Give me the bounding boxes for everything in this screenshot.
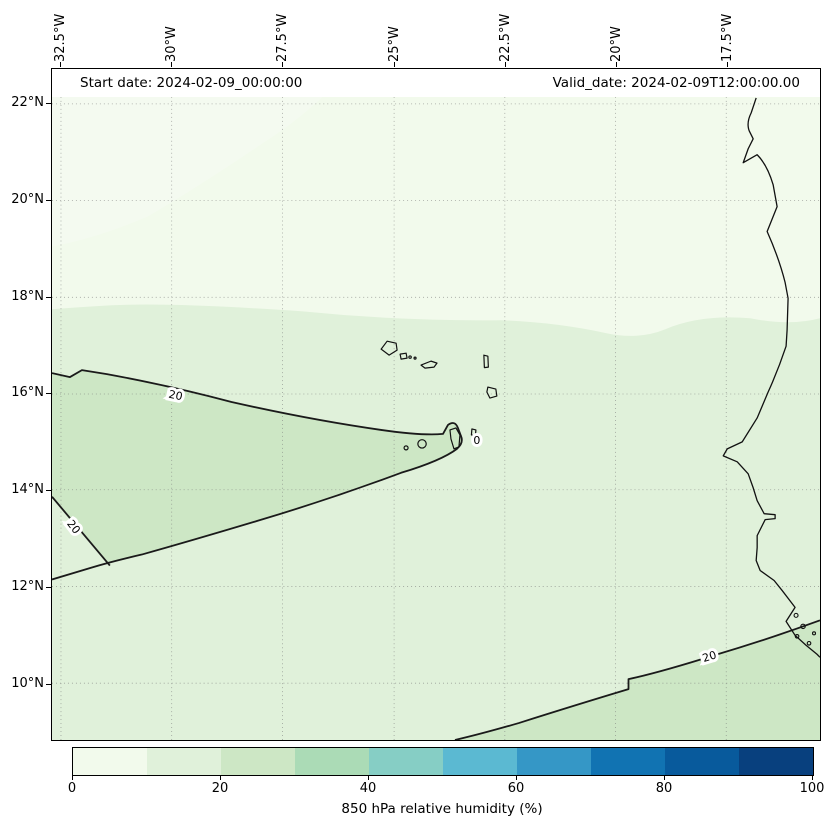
island-boa-vista bbox=[486, 386, 498, 399]
humidity-wedge bbox=[52, 496, 110, 580]
contour-label-0: 0 bbox=[473, 434, 480, 447]
map-canvas: 20 20 20 0 bbox=[52, 69, 820, 740]
x-axis-tick bbox=[60, 62, 62, 67]
lon-tick-label: 25°W bbox=[387, 26, 402, 62]
island-santiago bbox=[449, 427, 461, 450]
lat-tick-label: 22°N bbox=[11, 95, 44, 110]
y-axis-tick bbox=[46, 393, 51, 395]
lon-tick-label: 32.5°W bbox=[53, 13, 68, 62]
colorbar-segment bbox=[739, 748, 813, 775]
y-axis-tick bbox=[46, 490, 51, 492]
y-axis-tick bbox=[46, 200, 51, 202]
lat-tick-label: 16°N bbox=[11, 385, 44, 400]
lon-tick-label: 20°W bbox=[609, 26, 624, 62]
island-sao-nicolau bbox=[420, 360, 438, 369]
x-axis-tick bbox=[505, 62, 507, 67]
colorbar-segment bbox=[443, 748, 517, 775]
island-maio bbox=[470, 428, 477, 437]
lat-tick-label: 14°N bbox=[11, 482, 44, 497]
colorbar-tick bbox=[812, 776, 814, 780]
island-sao-vicente bbox=[399, 352, 408, 360]
island-fogo bbox=[417, 439, 427, 449]
colorbar-tick-label: 60 bbox=[507, 781, 525, 796]
valid-date-text: Valid_date: 2024-02-09T12:00:00.00 bbox=[552, 75, 800, 91]
island-sal bbox=[483, 354, 489, 369]
map-plot: 20 20 20 0 Start date: 2024-02-09_00:00:… bbox=[51, 68, 821, 741]
lat-tick-label: 10°N bbox=[11, 676, 44, 691]
colorbar-segment bbox=[517, 748, 591, 775]
colorbar-tick-label: 80 bbox=[655, 781, 673, 796]
colorbar-segment bbox=[369, 748, 443, 775]
y-axis-tick bbox=[46, 587, 51, 589]
island-santa-luzia bbox=[408, 355, 412, 359]
island-brava bbox=[403, 445, 409, 451]
island-santo-antao bbox=[380, 340, 398, 356]
contour-lines-20 bbox=[52, 369, 820, 740]
graticule bbox=[52, 69, 820, 740]
x-axis-tick bbox=[282, 62, 284, 67]
humidity-band-20-30-southeast bbox=[454, 620, 820, 740]
colorbar-tick bbox=[664, 776, 666, 780]
title-band: Start date: 2024-02-09_00:00:00 Valid_da… bbox=[52, 69, 820, 97]
humidity-band-20-30-tongue bbox=[52, 370, 462, 580]
colorbar-segment bbox=[73, 748, 147, 775]
y-axis-tick bbox=[46, 684, 51, 686]
colorbar bbox=[72, 747, 814, 776]
start-date-text: Start date: 2024-02-09_00:00:00 bbox=[80, 75, 303, 91]
lon-tick-label: 27.5°W bbox=[275, 13, 290, 62]
contour-line-tongue bbox=[52, 369, 463, 581]
colorbar-swatches bbox=[73, 748, 813, 775]
coastline-africa bbox=[722, 97, 820, 658]
lat-tick-label: 18°N bbox=[11, 289, 44, 304]
colorbar-tick bbox=[516, 776, 518, 780]
colorbar-segment bbox=[221, 748, 295, 775]
colorbar-tick bbox=[72, 776, 74, 780]
coastal-islands bbox=[793, 612, 817, 646]
cape-verde-islands bbox=[380, 340, 498, 451]
lon-tick-label: 22.5°W bbox=[498, 13, 513, 62]
colorbar-tick bbox=[220, 776, 222, 780]
colorbar-segment bbox=[147, 748, 221, 775]
lat-tick-label: 12°N bbox=[11, 579, 44, 594]
colorbar-title: 850 hPa relative humidity (%) bbox=[341, 801, 543, 817]
colorbar-tick-label: 20 bbox=[211, 781, 229, 796]
colorbar-segment bbox=[591, 748, 665, 775]
contour-line-wedge bbox=[52, 496, 111, 567]
colorbar-segment bbox=[665, 748, 739, 775]
x-axis-tick bbox=[727, 62, 729, 67]
y-axis-tick bbox=[46, 103, 51, 105]
contour-line-southeast bbox=[454, 619, 820, 740]
lon-tick-label: 17.5°W bbox=[720, 13, 735, 62]
lat-tick-label: 20°N bbox=[11, 192, 44, 207]
humidity-band-driest-patch bbox=[52, 69, 350, 247]
colorbar-tick-label: 100 bbox=[799, 781, 825, 796]
island-raso bbox=[413, 356, 417, 360]
x-axis-tick bbox=[394, 62, 396, 67]
y-axis-tick bbox=[46, 297, 51, 299]
x-axis-tick bbox=[616, 62, 618, 67]
lon-tick-label: 30°W bbox=[164, 26, 179, 62]
contour-label-20-west: 20 bbox=[167, 388, 183, 404]
colorbar-tick bbox=[368, 776, 370, 780]
colorbar-segment bbox=[295, 748, 369, 775]
colorbar-tick-label: 0 bbox=[67, 781, 77, 796]
x-axis-tick bbox=[171, 62, 173, 67]
colorbar-tick-label: 40 bbox=[359, 781, 377, 796]
